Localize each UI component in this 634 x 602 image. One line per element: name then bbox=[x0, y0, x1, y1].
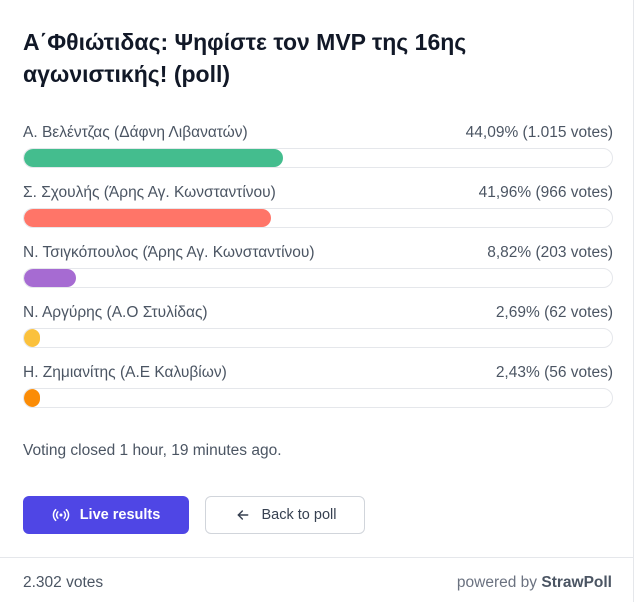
result-bar-fill bbox=[24, 149, 284, 167]
option-result: 44,09% (1.015 votes) bbox=[465, 124, 613, 141]
option-label: Ν. Τσιγκόπουλος (Άρης Αγ. Κωνσταντίνου) bbox=[23, 244, 315, 261]
poll-option: Ν. Αργύρης (Α.Ο Στυλίδας) 2,69% (62 vote… bbox=[23, 302, 613, 362]
voting-status-text: Voting closed 1 hour, 19 minutes ago. bbox=[23, 442, 282, 459]
result-bar-fill bbox=[24, 329, 40, 347]
broadcast-icon bbox=[52, 506, 70, 524]
result-bar-track bbox=[23, 268, 613, 288]
option-result: 2,43% (56 votes) bbox=[495, 364, 613, 381]
back-to-poll-button[interactable]: Back to poll bbox=[205, 496, 365, 534]
footer-divider bbox=[0, 557, 634, 558]
poll-option: Σ. Σχουλής (Άρης Αγ. Κωνσταντίνου) 41,96… bbox=[23, 182, 613, 242]
result-bar-track bbox=[23, 388, 613, 408]
option-label: Η. Ζημιανίτης (Α.Ε Καλυβίων) bbox=[23, 364, 227, 381]
poll-option: Η. Ζημιανίτης (Α.Ε Καλυβίων) 2,43% (56 v… bbox=[23, 362, 613, 422]
result-bar-fill bbox=[24, 269, 76, 287]
result-bar-track bbox=[23, 328, 613, 348]
result-bar-fill bbox=[24, 209, 271, 227]
poll-options-list: Α. Βελέντζας (Δάφνη Λιβανατών) 44,09% (1… bbox=[23, 122, 613, 422]
option-result: 41,96% (966 votes) bbox=[478, 184, 613, 201]
option-label: Σ. Σχουλής (Άρης Αγ. Κωνσταντίνου) bbox=[23, 184, 276, 201]
option-label: Α. Βελέντζας (Δάφνη Λιβανατών) bbox=[23, 124, 248, 141]
powered-by-prefix: powered by bbox=[456, 574, 538, 591]
powered-by[interactable]: powered by StrawPoll bbox=[457, 574, 612, 592]
result-bar-track bbox=[23, 148, 613, 168]
live-results-label: Live results bbox=[79, 507, 161, 523]
result-bar-track bbox=[23, 208, 613, 228]
result-bar-fill bbox=[24, 389, 40, 407]
option-label: Ν. Αργύρης (Α.Ο Στυλίδας) bbox=[23, 304, 208, 321]
option-result: 8,82% (203 votes) bbox=[487, 244, 613, 261]
back-to-poll-label: Back to poll bbox=[261, 507, 337, 523]
strawpoll-brand: StrawPoll bbox=[541, 574, 612, 591]
poll-title: Α΄Φθιώτιδας: Ψηφίστε τον MVP της 16ης αγ… bbox=[23, 29, 467, 87]
poll-option: Α. Βελέντζας (Δάφνη Λιβανατών) 44,09% (1… bbox=[23, 122, 613, 182]
total-votes: 2.302 votes bbox=[23, 574, 104, 591]
poll-option: Ν. Τσιγκόπουλος (Άρης Αγ. Κωνσταντίνου) … bbox=[23, 242, 613, 302]
live-results-button[interactable]: Live results bbox=[23, 496, 189, 534]
option-result: 2,69% (62 votes) bbox=[495, 304, 613, 321]
arrow-left-icon bbox=[234, 506, 252, 524]
